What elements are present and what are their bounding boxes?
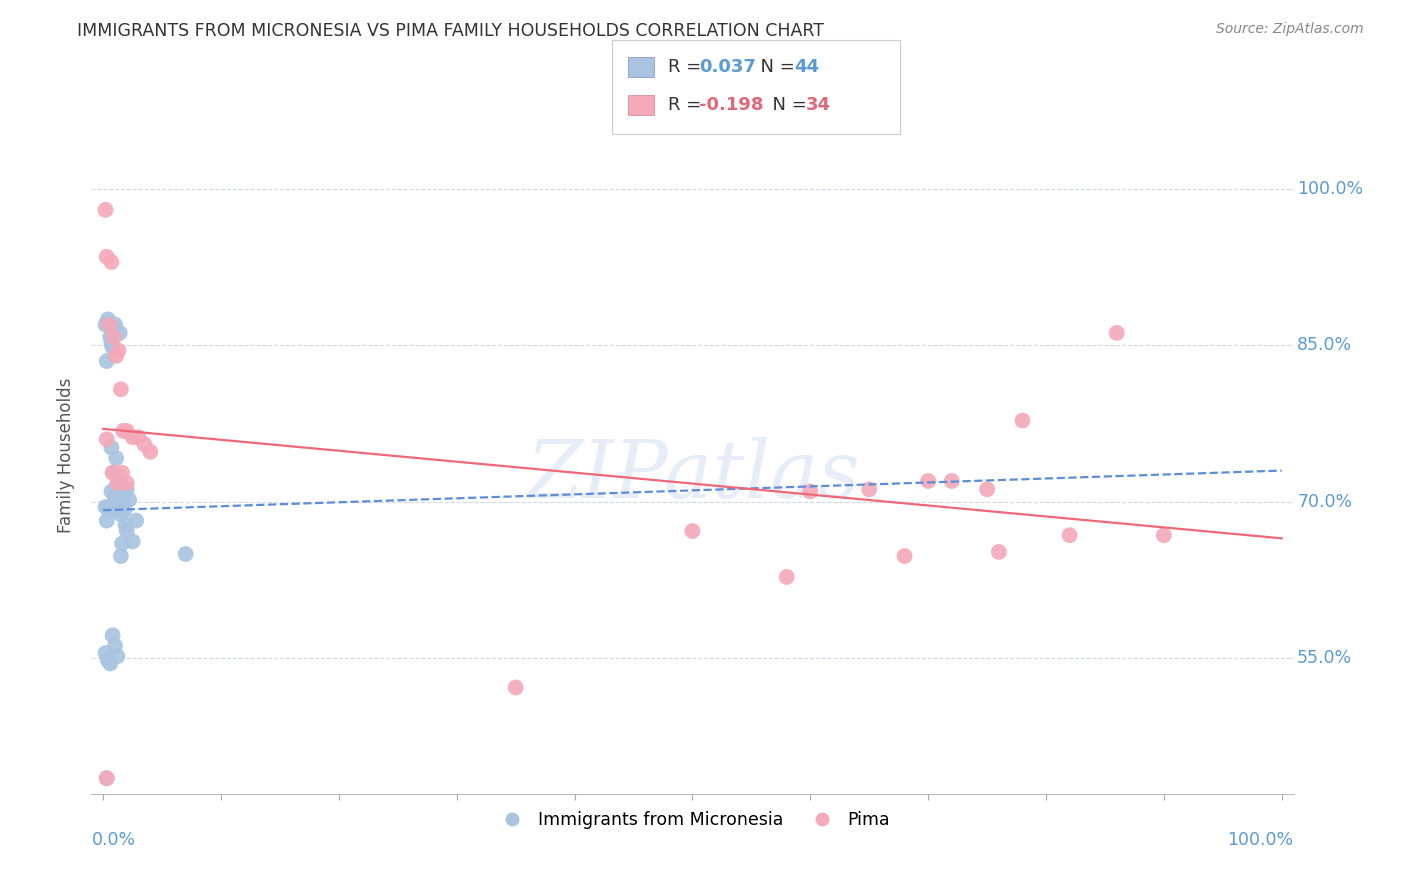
Text: R =: R = [668,96,707,114]
Text: ZIPatlas: ZIPatlas [526,436,859,514]
Point [112,424,135,438]
Point [97,653,120,667]
Point [103,330,125,344]
Y-axis label: Family Households: Family Households [58,377,76,533]
Text: 55.0%: 55.0% [1298,649,1353,667]
Point [94,202,117,217]
Point [108,326,131,340]
Point [105,468,128,483]
Point [128,430,150,444]
Text: IMMIGRANTS FROM MICRONESIA VS PIMA FAMILY HOUSEHOLDS CORRELATION CHART: IMMIGRANTS FROM MICRONESIA VS PIMA FAMIL… [77,22,824,40]
Legend: Immigrants from Micronesia, Pima: Immigrants from Micronesia, Pima [488,805,897,836]
Point [105,476,128,491]
Point [105,349,128,363]
Text: Source: ZipAtlas.com: Source: ZipAtlas.com [1216,22,1364,37]
Point [94,646,117,660]
Point [976,483,998,497]
Point [112,486,135,500]
Point [858,483,880,497]
Point [104,639,127,653]
Point [118,492,141,507]
Point [101,466,124,480]
Point [110,508,132,522]
Point [112,503,135,517]
Point [104,318,127,332]
Point [100,255,122,269]
Point [96,771,118,785]
Point [121,430,143,444]
Point [110,549,132,563]
Point [107,500,129,514]
Point [681,524,703,538]
Point [115,476,138,491]
Point [98,657,121,671]
Point [94,500,117,514]
Point [107,476,129,491]
Point [115,483,138,497]
Point [987,545,1010,559]
Point [108,500,131,514]
Text: -0.198: -0.198 [699,96,763,114]
Point [96,771,118,785]
Point [111,536,134,550]
Point [941,474,963,488]
Point [105,483,128,497]
Text: 100.0%: 100.0% [1298,180,1364,198]
Point [98,318,121,332]
Point [104,490,127,504]
Point [111,495,134,509]
Point [97,312,120,326]
Point [917,474,939,488]
Point [776,570,799,584]
Text: 0.037: 0.037 [699,58,755,76]
Point [96,514,118,528]
Point [110,382,132,396]
Point [1011,413,1033,427]
Point [1153,528,1175,542]
Point [105,451,128,466]
Point [893,549,915,563]
Point [139,444,162,458]
Point [98,330,121,344]
Text: 70.0%: 70.0% [1298,493,1353,511]
Text: 34: 34 [806,96,831,114]
Point [98,500,121,514]
Point [96,354,118,368]
Point [121,534,143,549]
Point [101,341,124,355]
Point [98,318,121,332]
Text: 85.0%: 85.0% [1298,336,1353,354]
Point [103,466,125,480]
Point [96,250,118,264]
Point [505,681,527,695]
Point [134,437,156,451]
Point [107,343,129,358]
Point [105,649,128,664]
Point [114,517,136,532]
Point [103,503,125,517]
Point [125,514,148,528]
Text: 0.0%: 0.0% [91,831,135,849]
Text: 44: 44 [794,58,820,76]
Point [100,441,122,455]
Point [105,497,128,511]
Point [799,484,821,499]
Point [101,628,124,642]
Text: N =: N = [749,58,801,76]
Point [174,547,197,561]
Point [115,424,138,438]
Text: R =: R = [668,58,707,76]
Point [96,432,118,446]
Point [111,466,134,480]
Point [100,484,122,499]
Text: 100.0%: 100.0% [1227,831,1294,849]
Point [1059,528,1081,542]
Point [1105,326,1128,340]
Text: N =: N = [761,96,813,114]
Point [94,318,117,332]
Point [115,524,138,538]
Point [100,336,122,351]
